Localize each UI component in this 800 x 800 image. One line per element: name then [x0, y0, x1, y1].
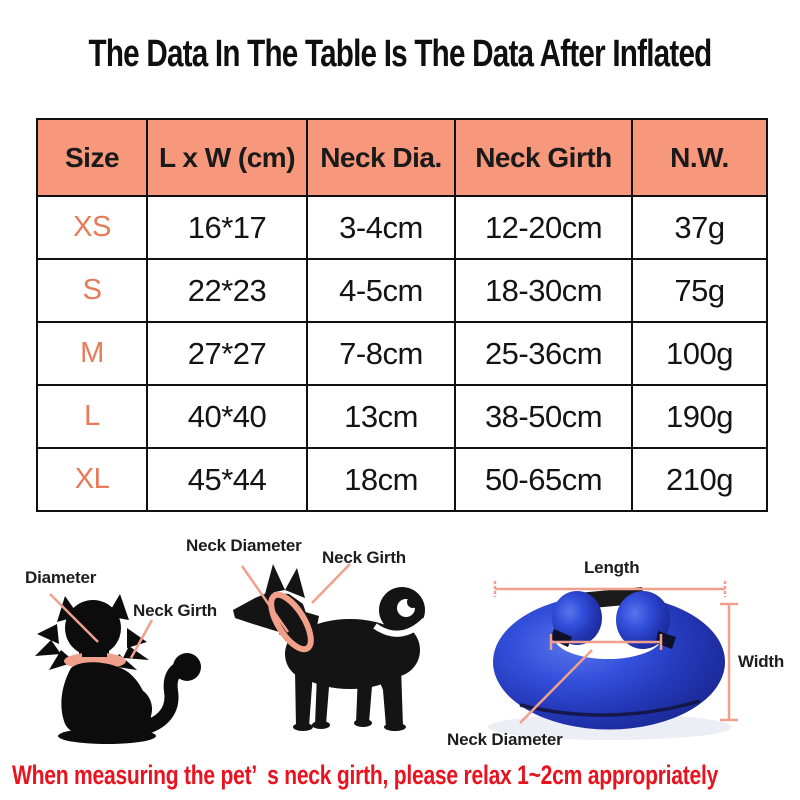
collar-neck-diameter-label: Neck Diameter — [447, 730, 563, 749]
cell-lxw: 16*17 — [146, 195, 308, 260]
size-table: Size L x W (cm) Neck Dia. Neck Girth N.W… — [36, 118, 768, 512]
collar-length-label: Length — [584, 558, 640, 577]
cell-size: L — [36, 384, 148, 449]
dog-tail-curl — [373, 617, 428, 637]
cell-size: S — [36, 258, 148, 323]
measuring-note: When measuring the pet’ s neck girth, pl… — [12, 760, 719, 790]
cell-neck-dia: 13cm — [306, 384, 456, 449]
cell-neck-girth: 38-50cm — [454, 384, 633, 449]
table-row: L 40*40 13cm 38-50cm 190g — [36, 384, 768, 449]
cat-diameter-label: Diameter — [25, 568, 97, 587]
table-header-row: Size L x W (cm) Neck Dia. Neck Girth N.W… — [36, 118, 768, 197]
cell-neck-girth: 25-36cm — [454, 321, 633, 386]
column-header-size: Size — [36, 118, 148, 197]
cell-lxw: 27*27 — [146, 321, 308, 386]
dog-neck-diameter-label: Neck Diameter — [186, 536, 302, 555]
collar-width-label: Width — [738, 652, 785, 671]
cell-neck-dia: 18cm — [306, 447, 456, 512]
dog-silhouette — [233, 564, 428, 731]
cell-nw: 75g — [631, 258, 768, 323]
cat-silhouette — [35, 594, 201, 744]
cell-lxw: 40*40 — [146, 384, 308, 449]
cell-lxw: 45*44 — [146, 447, 308, 512]
cell-nw: 190g — [631, 384, 768, 449]
column-header-neck-dia: Neck Dia. — [306, 118, 456, 197]
table-row: M 27*27 7-8cm 25-36cm 100g — [36, 321, 768, 386]
cell-nw: 37g — [631, 195, 768, 260]
table-row: S 22*23 4-5cm 18-30cm 75g — [36, 258, 768, 323]
page-title: The Data In The Table Is The Data After … — [88, 33, 713, 75]
cell-neck-dia: 3-4cm — [306, 195, 456, 260]
dog-neck-girth-label: Neck Girth — [322, 548, 406, 567]
cell-neck-girth: 12-20cm — [454, 195, 633, 260]
cell-neck-girth: 50-65cm — [454, 447, 633, 512]
column-header-lxw: L x W (cm) — [146, 118, 308, 197]
column-header-nw: N.W. — [631, 118, 768, 197]
cell-size: XL — [36, 447, 148, 512]
table-row: XS 16*17 3-4cm 12-20cm 37g — [36, 195, 768, 260]
cell-neck-girth: 18-30cm — [454, 258, 633, 323]
table-row: XL 45*44 18cm 50-65cm 210g — [36, 447, 768, 512]
cell-nw: 210g — [631, 447, 768, 512]
cat-neck-girth-label: Neck Girth — [133, 601, 217, 620]
cell-nw: 100g — [631, 321, 768, 386]
cell-size: XS — [36, 195, 148, 260]
cell-size: M — [36, 321, 148, 386]
cell-neck-dia: 4-5cm — [306, 258, 456, 323]
column-header-neck-girth: Neck Girth — [454, 118, 633, 197]
cell-neck-dia: 7-8cm — [306, 321, 456, 386]
cell-lxw: 22*23 — [146, 258, 308, 323]
